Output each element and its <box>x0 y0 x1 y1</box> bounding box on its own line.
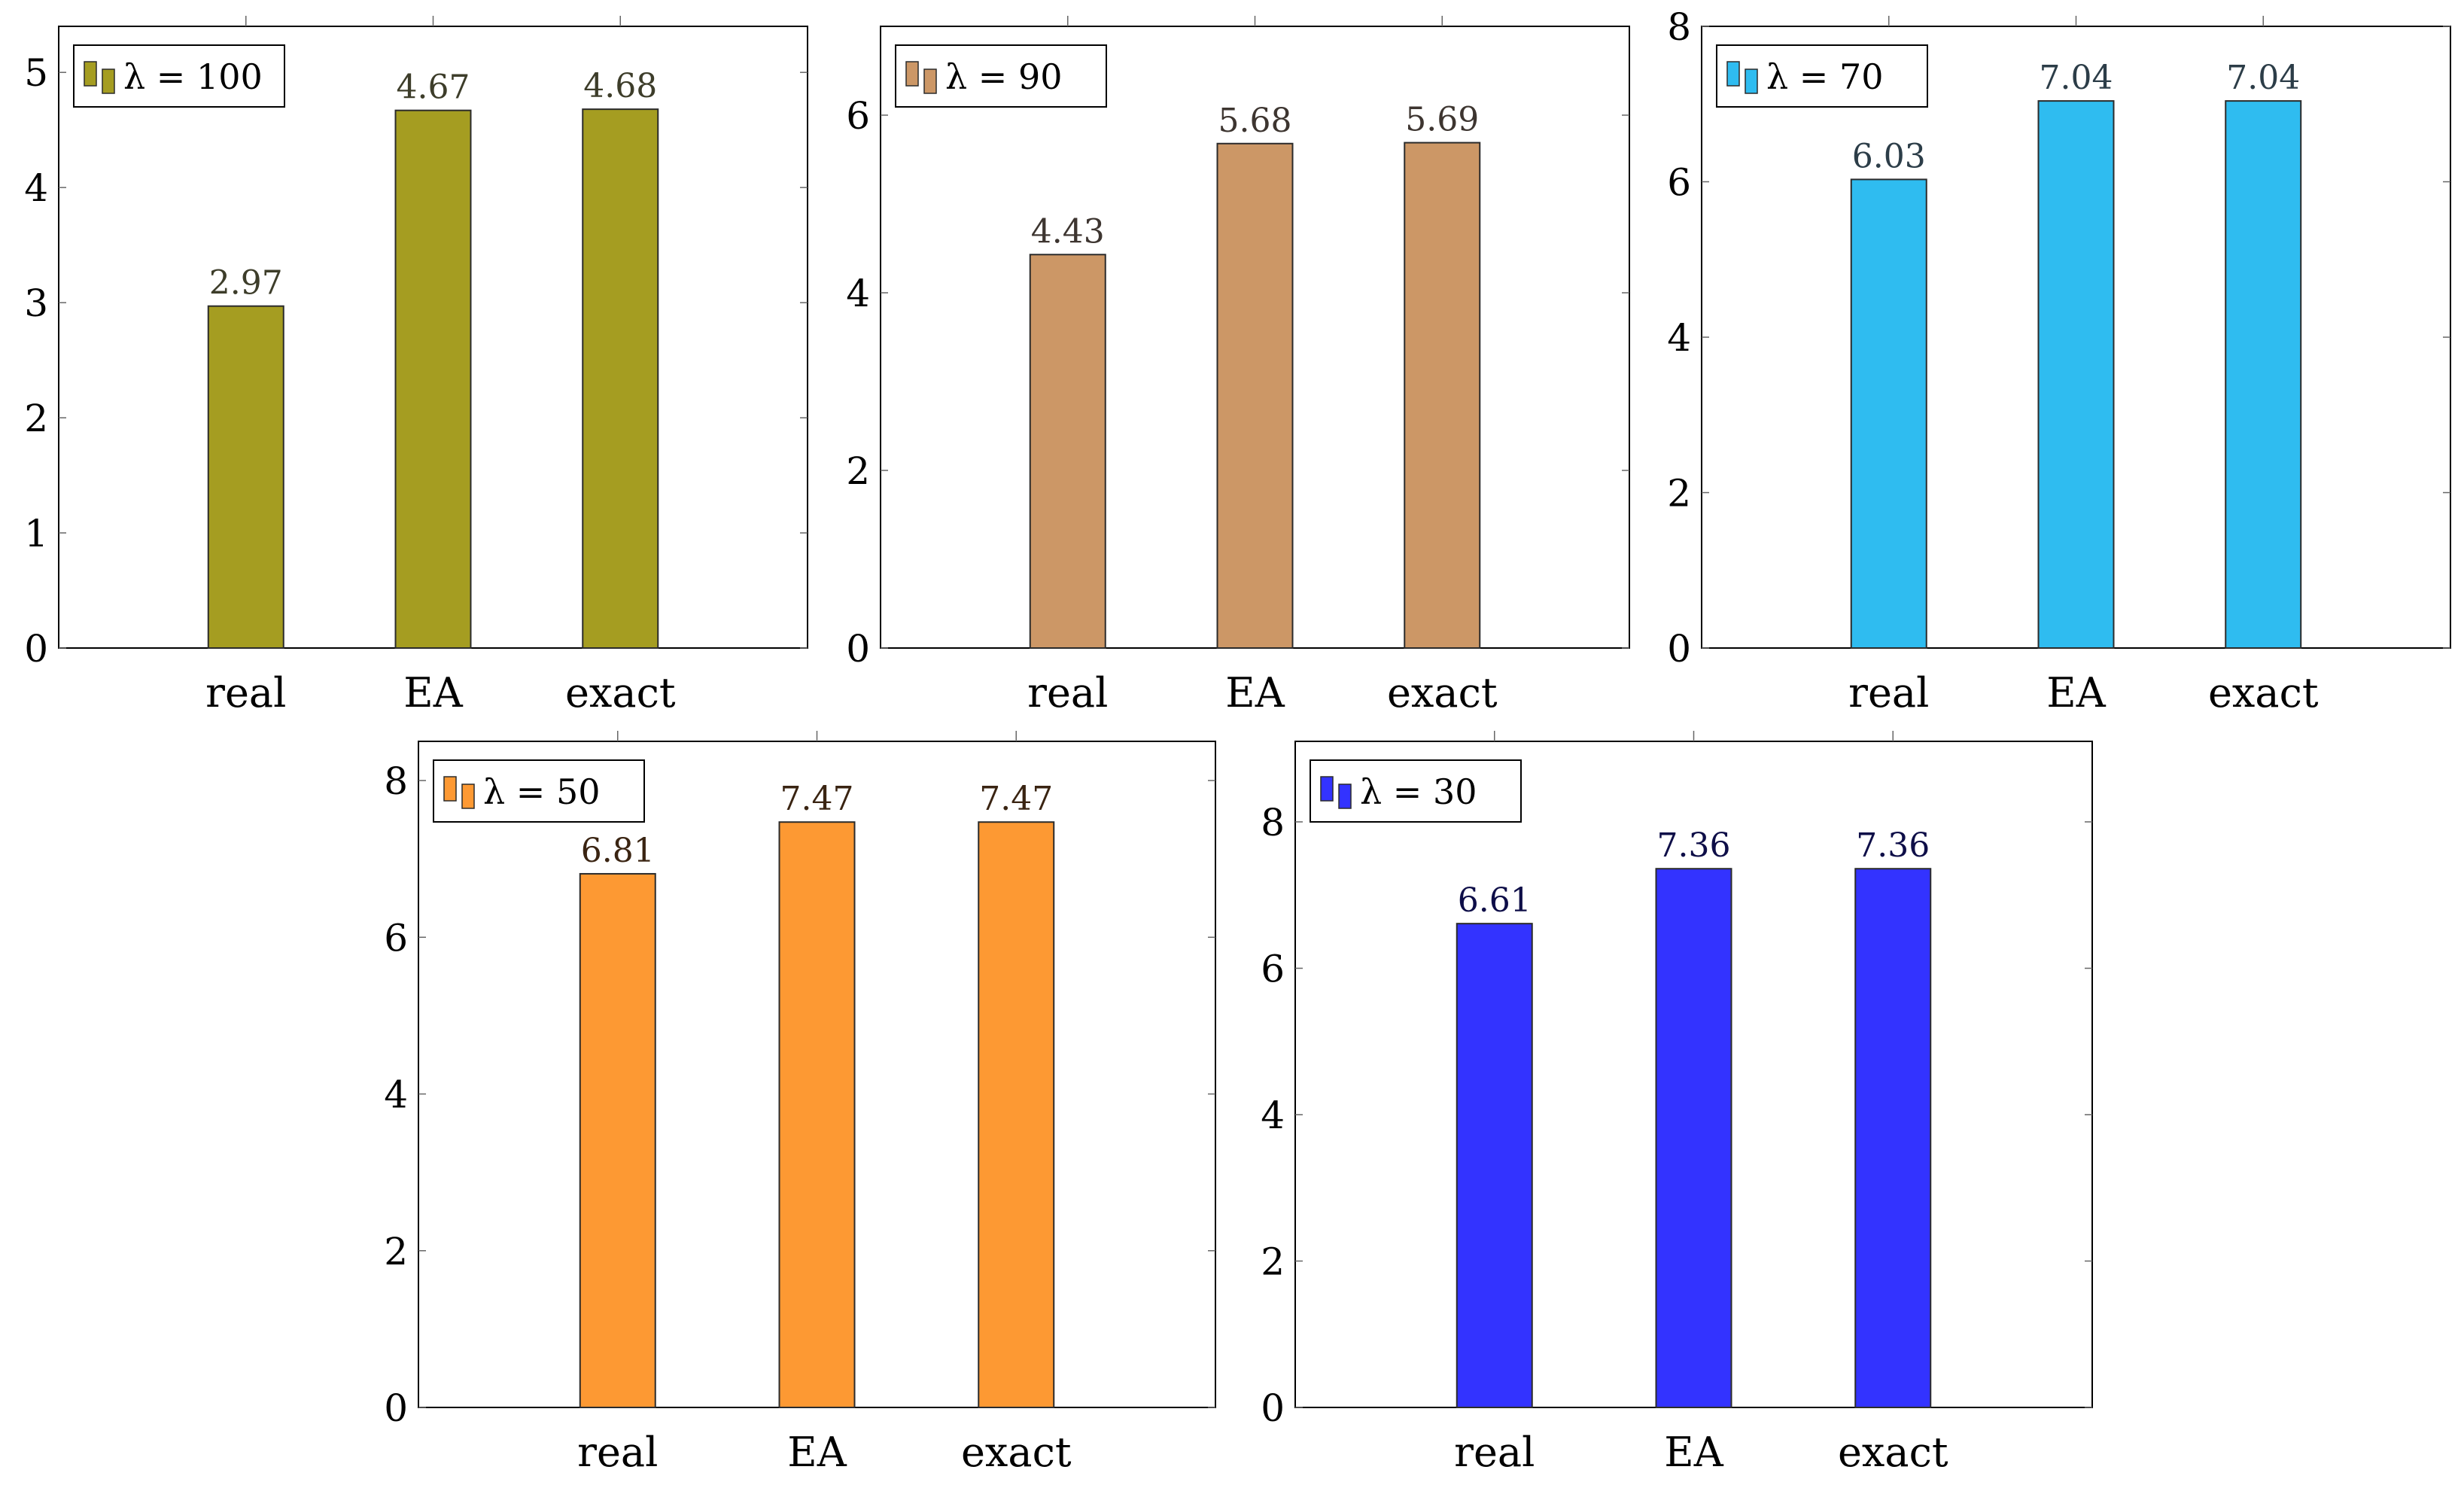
chart-panel-3: 0 2 4 6 8 6.03 real 7.04 EA 7.04 exact λ = 70 <box>1667 5 2451 717</box>
y-tick-label: 4 <box>384 1073 408 1117</box>
y-tick-label: 2 <box>1667 472 1691 516</box>
y-tick-label: 0 <box>1667 627 1691 671</box>
bar-EA <box>2037 100 2115 649</box>
legend-swatch <box>1745 68 1758 94</box>
legend: λ = 100 <box>73 44 285 108</box>
data-label-real: 6.61 <box>1458 881 1532 920</box>
data-label-EA: 4.67 <box>397 68 470 107</box>
legend: λ = 30 <box>1310 759 1522 823</box>
data-label-exact: 5.69 <box>1405 101 1479 139</box>
y-tick-label: 8 <box>1261 801 1285 844</box>
data-label-exact: 4.68 <box>583 67 657 105</box>
y-tick-label: 8 <box>1667 5 1691 49</box>
legend-label: λ = 50 <box>483 771 600 812</box>
data-label-exact: 7.47 <box>979 780 1053 818</box>
bar-EA <box>1655 868 1732 1408</box>
bar-real <box>579 872 656 1409</box>
chart-panel-2: 0 2 4 6 4.43 real 5.68 EA 5.69 exact λ = 90 <box>846 16 1630 717</box>
y-tick-label: 2 <box>24 397 48 440</box>
bar-real <box>1029 254 1106 649</box>
y-tick-label: 4 <box>846 272 870 315</box>
legend: λ = 50 <box>433 759 645 823</box>
bar-exact <box>1404 141 1481 649</box>
bar-EA <box>778 821 856 1409</box>
y-tick-label: 6 <box>1667 161 1691 205</box>
category-label-EA: EA <box>403 669 463 717</box>
category-label-EA: EA <box>1664 1429 1723 1476</box>
data-label-EA: 7.36 <box>1657 826 1731 865</box>
category-label-EA: EA <box>787 1429 847 1476</box>
legend-swatch <box>1726 61 1740 87</box>
legend-swatch <box>905 61 919 87</box>
bar-exact <box>1854 868 1932 1408</box>
y-tick-label: 8 <box>384 759 408 803</box>
category-label-real: real <box>577 1429 658 1476</box>
legend-label: λ = 70 <box>1766 56 1883 97</box>
category-label-real: real <box>1848 669 1929 717</box>
y-tick-label: 5 <box>24 51 48 95</box>
y-tick-label: 0 <box>1261 1386 1285 1430</box>
category-label-real: real <box>1027 669 1108 717</box>
y-tick-label: 4 <box>24 166 48 210</box>
data-label-EA: 5.68 <box>1218 102 1292 140</box>
bar-exact <box>582 108 659 649</box>
y-tick-label: 1 <box>24 512 48 555</box>
legend-swatch <box>1320 776 1334 802</box>
y-tick-label: 6 <box>384 916 408 960</box>
bar-exact <box>2225 100 2302 649</box>
data-label-real: 6.81 <box>581 832 655 870</box>
data-label-EA: 7.04 <box>2040 59 2113 97</box>
legend-swatch <box>923 68 937 94</box>
legend-swatch <box>461 784 475 809</box>
legend-label: λ = 100 <box>123 56 263 97</box>
y-tick-label: 2 <box>846 449 870 493</box>
data-label-exact: 7.36 <box>1856 826 1930 865</box>
legend-swatch <box>443 776 457 802</box>
bar-EA <box>1216 142 1294 649</box>
legend: λ = 90 <box>895 44 1107 108</box>
data-label-EA: 7.47 <box>780 780 854 818</box>
category-label-exact: exact <box>565 669 676 717</box>
y-tick-label: 6 <box>1261 947 1285 990</box>
category-label-EA: EA <box>2046 669 2106 717</box>
y-tick-label: 0 <box>24 627 48 671</box>
y-tick-label: 0 <box>846 627 870 671</box>
category-label-exact: exact <box>2208 669 2319 717</box>
y-tick-label: 0 <box>384 1386 408 1430</box>
y-tick-label: 6 <box>846 94 870 138</box>
bar-real <box>1850 178 1927 649</box>
category-label-real: real <box>1454 1429 1535 1476</box>
legend-swatch <box>84 61 97 87</box>
legend: λ = 70 <box>1716 44 1928 108</box>
legend-swatch <box>102 68 115 94</box>
data-label-real: 4.43 <box>1031 212 1105 251</box>
bar-exact <box>978 821 1055 1409</box>
y-tick-label: 2 <box>1261 1240 1285 1283</box>
data-label-real: 2.97 <box>209 264 283 303</box>
y-tick-label: 3 <box>24 281 48 325</box>
legend-label: λ = 90 <box>945 56 1062 97</box>
chart-panel-4: 0 2 4 6 8 6.81 real 7.47 EA 7.47 exact λ = 50 <box>384 731 1216 1476</box>
data-label-exact: 7.04 <box>2226 59 2300 97</box>
legend-swatch <box>1338 784 1352 809</box>
legend-label: λ = 30 <box>1360 771 1477 812</box>
category-label-exact: exact <box>1387 669 1498 717</box>
chart-panel-1: 0 1 2 3 4 5 2.97 real 4.67 EA 4.68 exact λ = 100 <box>24 16 808 717</box>
y-tick-label: 4 <box>1667 316 1691 360</box>
category-label-exact: exact <box>1838 1429 1948 1476</box>
bar-real <box>207 305 284 649</box>
category-label-EA: EA <box>1225 669 1285 717</box>
bar-EA <box>394 109 472 649</box>
y-tick-label: 2 <box>384 1230 408 1273</box>
category-label-real: real <box>205 669 286 717</box>
data-label-real: 6.03 <box>1852 137 1926 175</box>
y-tick-label: 4 <box>1261 1094 1285 1137</box>
bar-real <box>1456 923 1533 1408</box>
chart-panel-5: 0 2 4 6 8 6.61 real 7.36 EA 7.36 exact λ = 30 <box>1261 731 2093 1476</box>
category-label-exact: exact <box>961 1429 1072 1476</box>
